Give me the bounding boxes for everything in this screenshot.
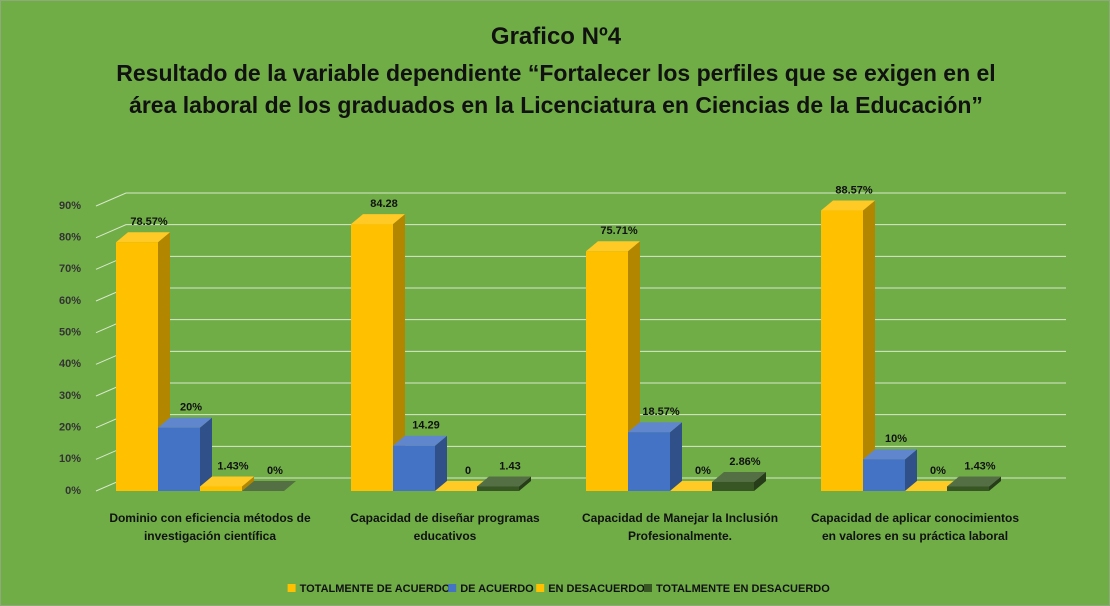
bar-side — [242, 476, 254, 491]
grid-line — [95, 350, 1066, 365]
y-tick-label: 0% — [65, 485, 81, 497]
bar — [586, 251, 628, 491]
x-tick-label: Capacidad de Manejar la Inclusión Profes… — [581, 511, 779, 543]
grid-line — [95, 382, 1066, 397]
legend-swatch — [287, 584, 296, 592]
legend-swatch — [448, 584, 457, 592]
grid-line — [95, 255, 1066, 270]
bar-top — [863, 449, 917, 460]
chart-title: Grafico Nº4 — [490, 23, 622, 50]
data-label: 18.57% — [642, 406, 680, 418]
x-tick-label: Capacidad de aplicar conocimientos en va… — [810, 511, 1020, 543]
legend-swatch — [644, 584, 652, 592]
bar-side — [754, 471, 766, 491]
grid-line — [95, 319, 1066, 334]
data-label: 84.28 — [370, 198, 398, 210]
bar-top — [905, 481, 959, 491]
y-tick-label: 80% — [59, 232, 81, 244]
bar-top — [586, 241, 640, 252]
legend-label: EN DESACUERDO — [548, 583, 645, 595]
bar-side — [863, 200, 875, 492]
bar-side — [519, 476, 531, 491]
grid-line — [95, 445, 1066, 460]
bar-top — [670, 481, 724, 491]
legend-swatch — [536, 584, 545, 592]
grid-line — [95, 192, 1066, 207]
grid-line — [95, 224, 1066, 239]
bar — [628, 432, 670, 491]
legend-label: TOTALMENTE EN DESACUERDO — [656, 583, 830, 595]
bar — [158, 427, 200, 491]
bar-top — [351, 214, 405, 225]
bar-side — [670, 422, 682, 491]
grid-line — [95, 287, 1066, 302]
data-label: 2.86% — [729, 456, 760, 468]
bar-top — [242, 481, 296, 491]
bar-side — [200, 417, 212, 491]
y-tick-label: 30% — [59, 390, 81, 402]
y-tick-label: 90% — [59, 200, 81, 212]
bar-top — [158, 417, 212, 428]
data-label: 0% — [695, 465, 711, 477]
legend-label: DE ACUERDO — [460, 583, 534, 595]
y-tick-label: 50% — [59, 327, 81, 339]
grid-line — [95, 414, 1066, 429]
bar-side — [435, 435, 447, 491]
bar — [116, 242, 158, 491]
data-label: 1.43 — [499, 460, 520, 472]
bar-top — [116, 232, 170, 243]
bar-side — [393, 214, 405, 491]
bar-top — [435, 481, 489, 491]
bar — [393, 445, 435, 491]
bar — [200, 486, 242, 491]
bar-top — [628, 422, 682, 433]
y-tick-label: 10% — [59, 453, 81, 465]
bar-side — [989, 476, 1001, 491]
bar — [821, 210, 863, 492]
bar-top — [947, 476, 1001, 487]
bar — [712, 481, 754, 491]
y-tick-label: 40% — [59, 358, 81, 370]
y-tick-label: 60% — [59, 295, 81, 307]
bar-top — [200, 476, 254, 487]
x-tick-label: Capacidad de diseñar programas educativo… — [350, 511, 540, 543]
legend-label: TOTALMENTE DE ACUERDO — [300, 583, 451, 595]
bar-side — [905, 449, 917, 491]
y-tick-label: 70% — [59, 263, 81, 275]
data-label: 0% — [267, 465, 283, 477]
data-label: 88.57% — [835, 184, 873, 196]
data-label: 14.29 — [412, 420, 440, 432]
data-label: 0% — [930, 465, 946, 477]
bar-top — [712, 471, 766, 482]
bar — [947, 486, 989, 491]
y-tick-label: 20% — [59, 422, 81, 434]
bar-top — [821, 200, 875, 211]
bar — [477, 486, 519, 491]
bar-top — [393, 435, 447, 446]
chart-subtitle: Resultado de la variable dependiente “Fo… — [116, 60, 996, 118]
bar — [351, 224, 393, 491]
data-label: 78.57% — [130, 216, 168, 228]
data-label: 20% — [180, 402, 202, 414]
x-tick-label: Dominio con eficiencia métodos de invest… — [109, 511, 311, 543]
data-label: 10% — [885, 433, 907, 445]
data-label: 1.43% — [217, 460, 248, 472]
data-label: 75.71% — [600, 225, 638, 237]
bar — [863, 459, 905, 491]
data-label: 0 — [465, 465, 471, 477]
bar-top — [477, 476, 531, 487]
data-label: 1.43% — [964, 460, 995, 472]
